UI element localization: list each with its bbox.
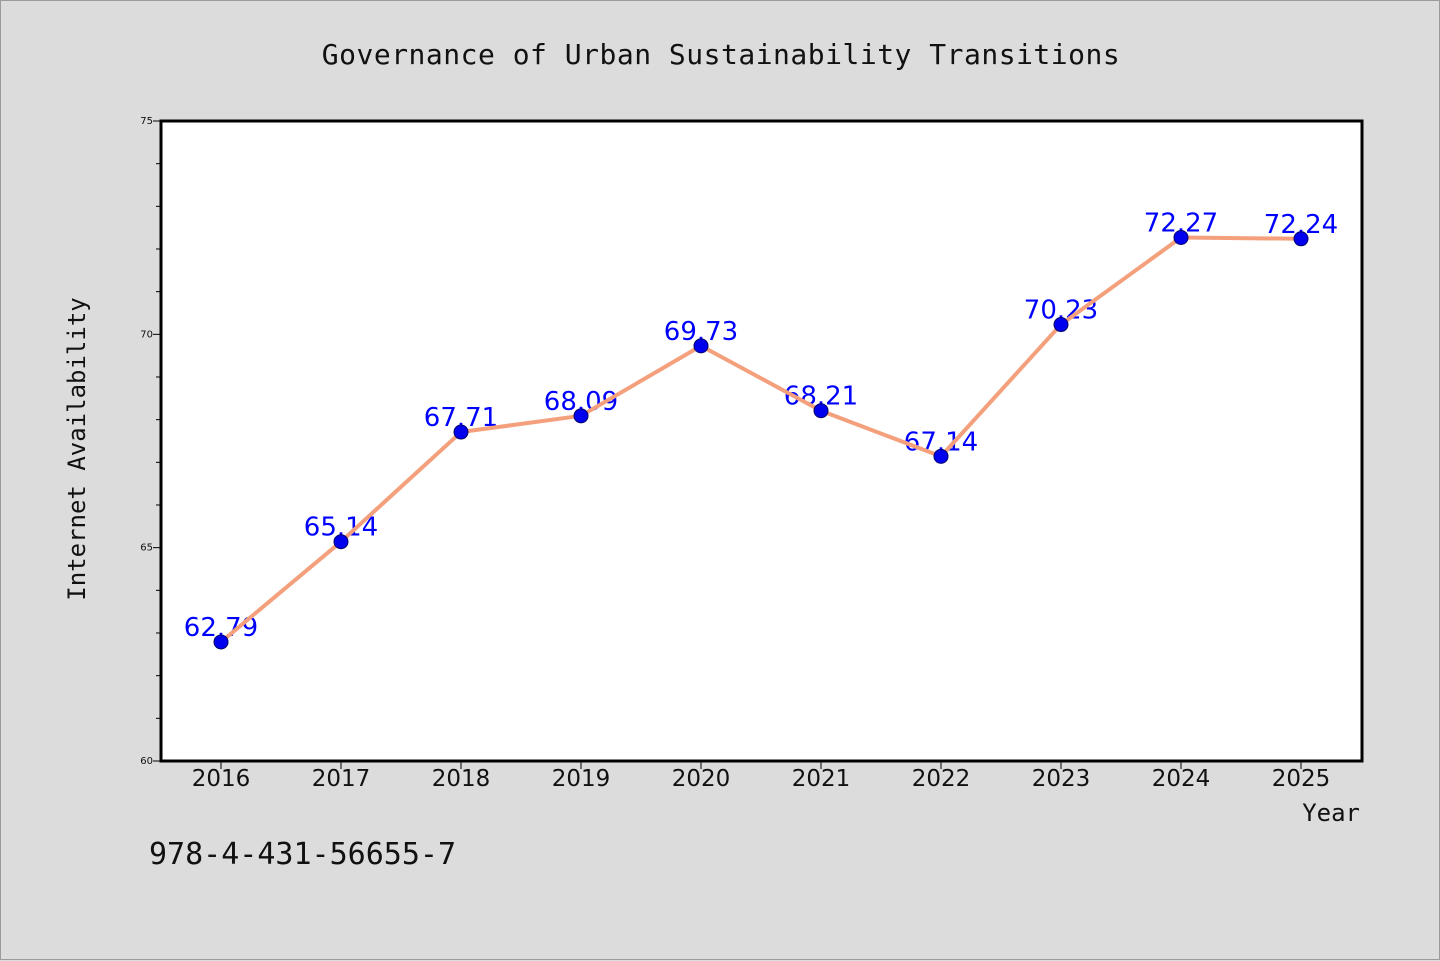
data-point	[693, 338, 709, 354]
y-tick-label: 65	[140, 543, 153, 554]
x-tick-label: 2020	[672, 766, 731, 792]
axis-ticks: 60 65 70 75 2016 2017 2018 2019 2020 2021 2022 2023…	[140, 116, 1330, 792]
data-point	[813, 403, 829, 419]
x-axis-title: Year	[1302, 799, 1360, 827]
data-point	[213, 634, 229, 650]
x-tick-label: 2022	[912, 766, 971, 792]
data-point	[1293, 231, 1309, 247]
x-tick-label: 2019	[552, 766, 611, 792]
x-tick-label: 2021	[792, 766, 851, 792]
data-point	[1173, 229, 1189, 245]
y-tick-label: 60	[140, 756, 153, 767]
y-axis-title: Internet Availability	[63, 297, 91, 600]
isbn-label: 978-4-431-56655-7	[149, 837, 456, 872]
x-tick-label: 2024	[1152, 766, 1211, 792]
data-point	[573, 408, 589, 424]
chart-title: Governance of Urban Sustainability Trans…	[322, 38, 1120, 71]
data-point	[1053, 317, 1069, 333]
x-tick-label: 2018	[432, 766, 491, 792]
plot-area	[161, 121, 1362, 761]
data-point	[933, 448, 949, 464]
x-tick-label: 2025	[1272, 766, 1331, 792]
series-group	[213, 229, 1309, 650]
plot-border	[159, 119, 1364, 763]
x-tick-label: 2016	[192, 766, 251, 792]
x-tick-label: 2017	[312, 766, 371, 792]
data-point	[333, 534, 349, 550]
data-point	[453, 424, 469, 440]
y-tick-label: 70	[140, 329, 153, 340]
x-tick-label: 2023	[1032, 766, 1091, 792]
y-tick-label: 75	[140, 116, 153, 127]
series-line	[219, 235, 1303, 644]
